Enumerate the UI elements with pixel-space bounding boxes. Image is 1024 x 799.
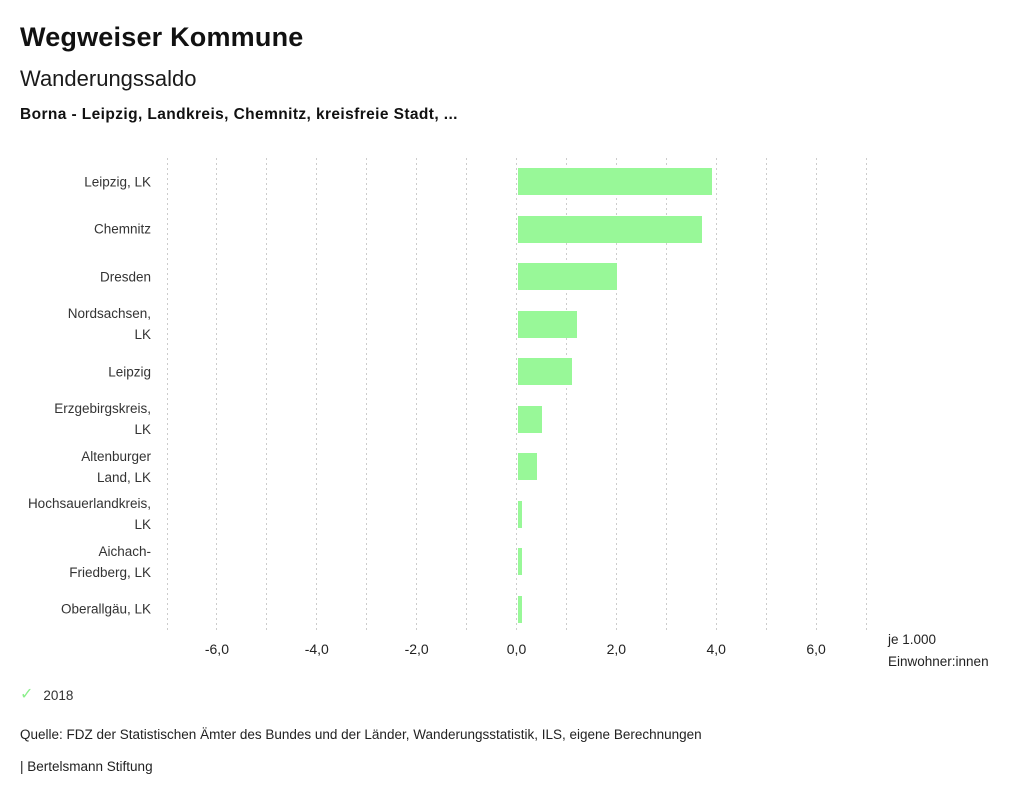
bar-hochsauerlandkreis-lk[interactable] (517, 500, 523, 528)
gridline (366, 158, 368, 633)
x-tick-label: 0,0 (506, 641, 527, 657)
bar-aichach-friedberg-lk[interactable] (517, 548, 523, 576)
gridline (565, 158, 567, 633)
gridline (166, 158, 168, 633)
x-tick-label: 4,0 (706, 641, 726, 657)
category-label: Oberallgäu, LK (60, 601, 151, 617)
legend-year-label: 2018 (43, 687, 74, 703)
category-label: Hochsauerlandkreis, LK (27, 496, 151, 533)
category-label: Leipzig, LK (84, 174, 151, 190)
brand-line: | Bertelsmann Stiftung (20, 759, 153, 774)
bar-oberallgäu-lk[interactable] (517, 595, 523, 623)
x-axis-ticks: -6,0 -4,0 -2,0 0,0 2,0 4,0 6,0 (167, 633, 866, 663)
check-icon: ✓ (20, 686, 34, 703)
gridline (665, 158, 667, 633)
plot-area (166, 158, 867, 633)
category-label: Leipzig (108, 364, 151, 380)
gridline (516, 158, 517, 633)
bar-altenburger-land-lk[interactable] (517, 453, 538, 481)
legend-item-2018[interactable]: ✓ 2018 (20, 687, 73, 703)
chart-selection-subtitle: Borna - Leipzig, Landkreis, Chemnitz, kr… (20, 106, 458, 123)
chart-title: Wanderungssaldo (20, 66, 197, 91)
x-tick-label: -2,0 (404, 641, 429, 657)
bar-chemnitz[interactable] (517, 215, 703, 243)
gridline (466, 158, 468, 633)
bar-leipzig[interactable] (517, 358, 573, 386)
x-tick-label: 6,0 (806, 641, 826, 657)
gridline (416, 158, 418, 633)
x-tick-label: -6,0 (204, 641, 229, 657)
bar-erzgebirgskreis-lk[interactable] (517, 405, 543, 433)
gridline (815, 158, 817, 633)
page-title: Wegweiser Kommune (20, 22, 304, 52)
x-tick-label: 2,0 (606, 641, 627, 657)
bar-nordsachsen-lk[interactable] (517, 310, 578, 338)
category-label: Altenburger Land, LK (81, 448, 151, 485)
bar-leipzig-lk[interactable] (517, 168, 713, 196)
axis-unit-line-2: Einwohner:innen (888, 653, 989, 669)
category-label: Erzgebirgskreis, LK (54, 401, 151, 438)
gridline (615, 158, 617, 633)
gridline (715, 158, 717, 633)
gridline (765, 158, 767, 633)
category-label: Dresden (99, 269, 151, 285)
axis-unit-line-1: je 1.000 (888, 632, 937, 647)
gridline (865, 158, 867, 633)
gridline (266, 158, 268, 633)
x-tick-label: -4,0 (304, 641, 329, 657)
category-label: Nordsachsen, LK (67, 306, 151, 343)
source-line: Quelle: FDZ der Statistischen Ämter des … (20, 727, 702, 742)
axis-unit-label: je 1.000 Einwohner:innen (888, 629, 989, 672)
gridline (316, 158, 318, 633)
bar-dresden[interactable] (517, 263, 618, 291)
category-label: Aichach- Friedberg, LK (69, 543, 151, 580)
gridline (216, 158, 218, 633)
category-label: Chemnitz (93, 221, 151, 237)
y-axis-labels: Leipzig, LK Chemnitz Dresden Nordsachsen, LK… (0, 158, 159, 633)
